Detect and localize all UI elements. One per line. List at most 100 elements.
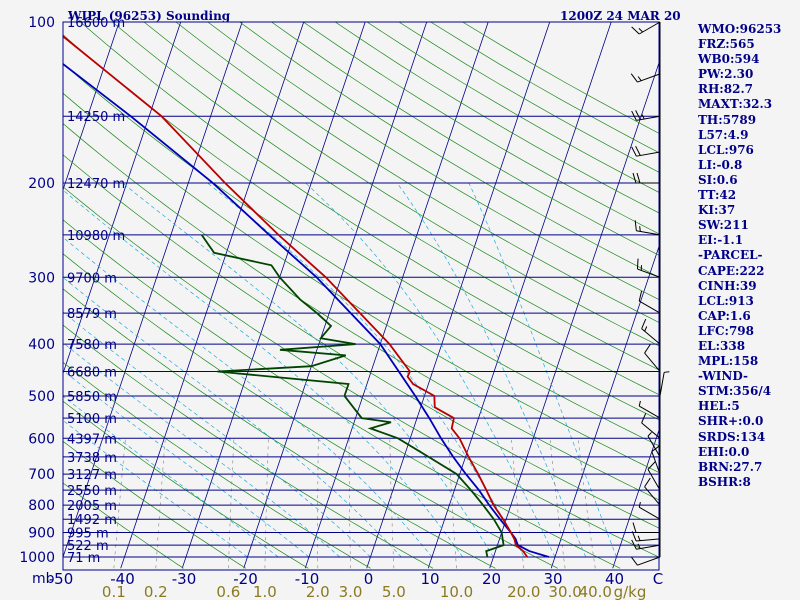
moist-adiabat-line	[63, 236, 433, 558]
wind-barb-half-flag	[641, 114, 645, 120]
wind-barb	[638, 502, 661, 520]
height-label: 4397 m	[67, 432, 117, 447]
wind-barb-half-flag	[638, 28, 644, 33]
index-value: CAP:1.6	[698, 308, 751, 323]
wind-barb	[636, 258, 661, 278]
wind-barb	[632, 522, 660, 534]
height-label: 5100 m	[67, 412, 117, 427]
isotherm-line	[0, 0, 4, 568]
wind-barb-flag	[644, 477, 651, 488]
wind-barb-staff	[647, 469, 661, 491]
wind-barb	[647, 461, 661, 491]
height-label: 10980 m	[67, 229, 125, 244]
wind-barb	[631, 531, 661, 542]
isotherm-line	[120, 22, 305, 569]
wind-barb-flag	[630, 73, 638, 83]
index-value: CINH:39	[698, 278, 757, 293]
wind-barb	[631, 110, 661, 121]
index-value: MAXT:32.3	[698, 97, 773, 112]
background-lines	[0, 0, 659, 569]
wind-barb-flag	[635, 145, 641, 156]
wind-barb-half-flag	[637, 543, 641, 549]
isotherm-line	[304, 22, 489, 569]
wind-barb	[631, 539, 661, 550]
height-label: 16600 m	[67, 16, 125, 31]
height-label: 14250 m	[67, 110, 125, 125]
pressure-tick-label: 900	[28, 526, 55, 542]
index-value: SRDS:134	[698, 429, 766, 444]
temperature-tick-label: -10	[295, 570, 320, 588]
wind-barb-staff	[641, 422, 661, 439]
dewpoint-trace	[200, 234, 505, 558]
wind-barb-half-flag	[639, 226, 641, 232]
temperature-tick-label: 10	[420, 570, 439, 588]
wind-barb	[630, 73, 661, 83]
mixing-ratio-label: 3.0	[339, 583, 363, 600]
mixing-ratio-line	[264, 438, 269, 569]
height-label: 2005 m	[67, 499, 117, 514]
wind-barb-half-flag	[647, 431, 652, 437]
index-value: STM:356/4	[698, 384, 772, 399]
wind-barb-staff	[638, 506, 661, 520]
dry-adiabat-line	[111, 22, 659, 371]
mixing-ratio-line	[348, 438, 351, 569]
index-value: EHI:0.0	[698, 444, 750, 459]
wind-barb-half-flag	[637, 535, 641, 541]
wind-barb	[641, 318, 661, 345]
dry-adiabat-line	[63, 288, 496, 569]
mixing-ratio-label: 20.0	[507, 583, 540, 600]
indices-panel: WMO:96253 FRZ:565 WB0:594 PW:2.30 RH:82.7 MAX…	[698, 22, 781, 490]
wind-barb	[630, 556, 661, 566]
wind-barb	[659, 371, 670, 397]
pressure-tick-label: 700	[28, 467, 55, 483]
index-value: TH:5789	[698, 112, 757, 127]
dry-adiabat-line	[79, 22, 659, 395]
mixing-ratio-label: 0.1	[102, 583, 126, 600]
wind-barb	[641, 413, 661, 439]
wind-barb-flag	[644, 344, 651, 354]
dry-adiabat-line	[63, 440, 247, 569]
height-label: 5850 m	[67, 390, 117, 405]
index-value: LI:-0.8	[698, 157, 743, 172]
wind-barb-half-flag	[637, 76, 642, 81]
mixing-ratio-label: 0.2	[144, 583, 168, 600]
pressure-tick-label: 200	[28, 176, 55, 192]
mixing-ratio-label: 40.0	[579, 583, 612, 600]
index-value: RH:82.7	[698, 82, 753, 97]
mixing-ratio-label: 0.6	[216, 583, 240, 600]
isotherm-line	[63, 22, 120, 192]
index-value: -PARCEL-	[698, 248, 763, 263]
index-value: -WIND-	[698, 369, 748, 384]
wind-barb-staff	[644, 352, 661, 372]
wind-barb-flag	[631, 539, 637, 550]
isotherm-line	[63, 22, 243, 559]
isotherm-line	[612, 428, 659, 569]
index-value: WB0:594	[698, 52, 760, 67]
wind-barb-staff	[647, 435, 661, 458]
isotherm-line	[366, 22, 551, 569]
wind-barb	[638, 400, 661, 419]
index-value: SI:0.6	[698, 172, 738, 187]
height-label: 9700 m	[67, 271, 117, 286]
mixing-ratio-unit-label: g/kg	[614, 583, 647, 600]
temperature-trace	[63, 35, 529, 558]
pressure-tick-label: 1000	[19, 550, 55, 566]
height-label: 71 m	[67, 551, 100, 566]
wind-barb-staff	[644, 486, 661, 506]
moist-adiabat-line	[122, 182, 494, 558]
mixing-ratio-line	[577, 438, 596, 569]
pressure-tick-label: 800	[28, 498, 55, 514]
wind-barb	[634, 220, 661, 236]
wind-barb-staff	[651, 451, 661, 475]
wind-barb-flag	[635, 110, 641, 120]
wind-barb-flag	[631, 26, 640, 35]
temperature-tick-label: -20	[233, 570, 258, 588]
height-label: 7580 m	[67, 338, 117, 353]
isotherm-line	[181, 22, 366, 569]
temperature-tick-label: 40	[605, 570, 624, 588]
wind-barb-flag	[631, 531, 637, 542]
wind-barb-staff	[638, 300, 661, 314]
wind-barb-half-flag	[644, 326, 648, 332]
moist-adiabat-line	[63, 311, 371, 558]
